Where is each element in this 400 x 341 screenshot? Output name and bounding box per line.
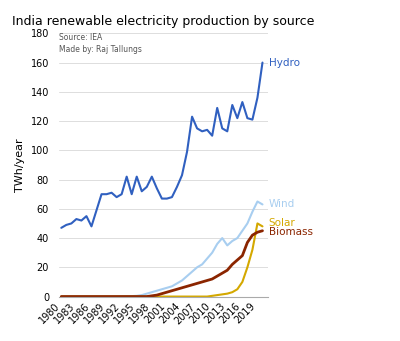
Text: Solar: Solar bbox=[268, 219, 295, 228]
Text: Source: IEA
Made by: Raj Tallungs: Source: IEA Made by: Raj Tallungs bbox=[59, 33, 142, 54]
Text: Biomass: Biomass bbox=[268, 227, 312, 237]
Text: Wind: Wind bbox=[268, 199, 295, 209]
Text: Hydro: Hydro bbox=[268, 58, 300, 68]
Title: India renewable electricity production by source: India renewable electricity production b… bbox=[12, 15, 314, 28]
Y-axis label: TWh/year: TWh/year bbox=[15, 138, 25, 192]
